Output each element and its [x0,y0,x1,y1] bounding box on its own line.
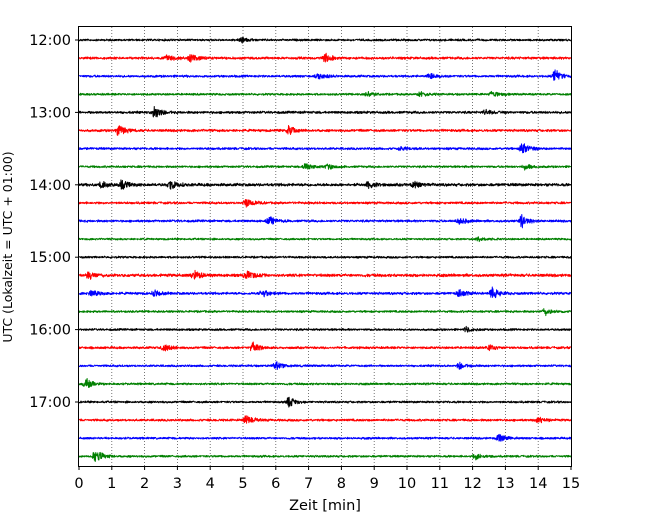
y-tick-label: 16:00 [29,323,71,339]
y-tick-label: 13:00 [29,105,71,121]
trace-1630 [78,361,572,371]
y-tick-label: 15:00 [29,250,71,266]
x-tick-label: 10 [398,476,416,492]
traces [78,37,572,462]
trace-1215 [78,52,572,63]
x-tick-label: 11 [431,476,449,492]
trace-1500 [78,255,572,259]
trace-1315 [78,124,572,136]
trace-1615 [78,341,572,352]
grid [111,27,539,466]
trace-1545 [78,308,572,317]
y-axis: 12:00 13:00 14:00 15:00 16:00 17:00 [29,33,79,411]
trace-1415 [78,198,572,208]
y-tick-label: 14:00 [29,178,71,194]
x-tick-label: 8 [337,476,346,492]
y-tick-label: 12:00 [29,33,71,49]
trace-1300 [78,106,572,118]
x-tick-label: 3 [173,476,182,492]
trace-1515 [78,269,572,280]
trace-1715 [78,415,572,424]
trace-1345 [78,163,572,171]
trace-1530 [78,286,572,299]
x-tick-label: 6 [271,476,280,492]
trace-1445 [78,236,572,243]
x-tick-label: 12 [463,476,481,492]
trace-1430 [78,214,572,229]
trace-1700 [78,396,572,408]
x-axis: 0 1 2 3 4 5 6 7 8 9 10 11 12 13 14 15 [74,466,580,492]
trace-1200 [78,37,572,44]
x-tick-label: 14 [529,476,547,492]
x-tick-label: 5 [238,476,247,492]
x-tick-label: 1 [107,476,116,492]
x-tick-label: 9 [370,476,379,492]
trace-1330 [78,143,572,154]
x-tick-label: 15 [562,476,580,492]
trace-1745 [78,451,572,462]
trace-1645 [78,377,572,388]
trace-1730 [78,433,572,442]
x-tick-label: 2 [140,476,149,492]
trace-1230 [78,69,572,81]
plot-frame [78,26,572,467]
y-tick-label: 17:00 [29,395,71,411]
x-axis-label: Zeit [min] [289,498,361,514]
x-tick-label: 0 [74,476,83,492]
x-tick-label: 4 [206,476,215,492]
trace-1245 [78,90,572,98]
y-axis-label: UTC (Lokalzeit = UTC + 01:00) [0,151,15,342]
x-tick-label: 13 [496,476,514,492]
x-tick-label: 7 [304,476,313,492]
trace-1600 [78,325,572,333]
trace-1400 [78,179,572,190]
